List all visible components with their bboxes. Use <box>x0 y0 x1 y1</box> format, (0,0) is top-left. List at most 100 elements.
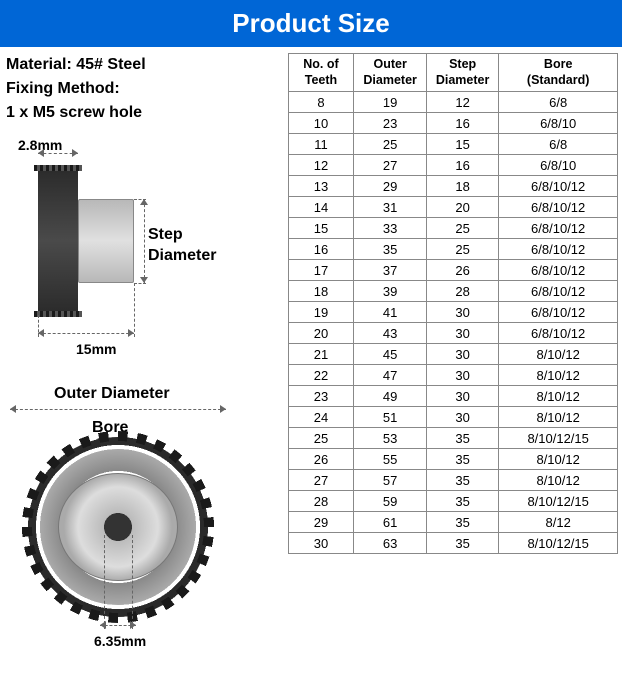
side-view-diagram: 2.8mm StepDiameter 15mm <box>6 137 284 367</box>
table-cell: 55 <box>354 449 426 470</box>
table-cell: 8/10/12 <box>499 470 618 491</box>
front-view-diagram: Outer Diameter Bore 6.35mm <box>6 385 284 655</box>
dim-arrow <box>140 199 148 205</box>
dim-arrow <box>38 329 44 337</box>
gear-front-icon <box>10 437 226 617</box>
table-cell: 8/10/12 <box>499 386 618 407</box>
pitch-label: 6.35mm <box>94 633 146 649</box>
table-row: 2145308/10/12 <box>288 344 617 365</box>
table-row: 2043306/8/10/12 <box>288 323 617 344</box>
table-cell: 8/12 <box>499 512 618 533</box>
table-cell: 6/8/10/12 <box>499 239 618 260</box>
table-cell: 10 <box>288 113 354 134</box>
table-cell: 6/8/10 <box>499 155 618 176</box>
total-width-label: 15mm <box>76 341 116 357</box>
table-row: 2961358/12 <box>288 512 617 533</box>
table-cell: 12 <box>426 92 498 113</box>
table-cell: 8/10/12/15 <box>499 533 618 554</box>
table-row: 3063358/10/12/15 <box>288 533 617 554</box>
table-cell: 49 <box>354 386 426 407</box>
table-cell: 11 <box>288 134 354 155</box>
table-cell: 30 <box>288 533 354 554</box>
table-row: 1329186/8/10/12 <box>288 176 617 197</box>
table-cell: 37 <box>354 260 426 281</box>
table-cell: 53 <box>354 428 426 449</box>
table-cell: 6/8 <box>499 92 618 113</box>
table-cell: 30 <box>426 365 498 386</box>
table-cell: 6/8/10/12 <box>499 302 618 323</box>
table-cell: 14 <box>288 197 354 218</box>
table-header-cell: Bore(Standard) <box>499 54 618 92</box>
gear-side-icon <box>38 167 78 315</box>
right-panel: No. ofTeethOuterDiameterStepDiameterBore… <box>288 53 618 655</box>
dim-arrow <box>128 329 134 337</box>
table-row: 1941306/8/10/12 <box>288 302 617 323</box>
table-cell: 16 <box>288 239 354 260</box>
dim-arrow <box>130 621 136 629</box>
table-cell: 41 <box>354 302 426 323</box>
table-cell: 17 <box>288 260 354 281</box>
table-cell: 24 <box>288 407 354 428</box>
table-cell: 6/8/10/12 <box>499 176 618 197</box>
table-cell: 27 <box>288 470 354 491</box>
table-cell: 26 <box>426 260 498 281</box>
table-cell: 8/10/12 <box>499 449 618 470</box>
table-cell: 25 <box>354 134 426 155</box>
table-cell: 19 <box>354 92 426 113</box>
table-row: 2349308/10/12 <box>288 386 617 407</box>
content: Material: 45# Steel Fixing Method: 1 x M… <box>0 47 622 659</box>
material-value: 45# Steel <box>76 56 145 73</box>
table-cell: 8/10/12/15 <box>499 491 618 512</box>
table-cell: 30 <box>426 323 498 344</box>
table-row: 1023166/8/10 <box>288 113 617 134</box>
table-cell: 25 <box>288 428 354 449</box>
left-panel: Material: 45# Steel Fixing Method: 1 x M… <box>6 53 288 655</box>
table-cell: 35 <box>426 533 498 554</box>
table-cell: 18 <box>426 176 498 197</box>
size-table: No. ofTeethOuterDiameterStepDiameterBore… <box>288 53 618 554</box>
table-row: 1125156/8 <box>288 134 617 155</box>
table-cell: 29 <box>288 512 354 533</box>
table-cell: 8/10/12 <box>499 365 618 386</box>
fixing-label: Fixing Method: <box>6 77 284 101</box>
table-cell: 30 <box>426 302 498 323</box>
table-cell: 57 <box>354 470 426 491</box>
table-cell: 61 <box>354 512 426 533</box>
dim-arrow <box>10 405 16 413</box>
table-row: 1737266/8/10/12 <box>288 260 617 281</box>
fixing-value: 1 x M5 screw hole <box>6 101 284 125</box>
table-cell: 35 <box>426 449 498 470</box>
table-cell: 31 <box>354 197 426 218</box>
table-row: 2553358/10/12/15 <box>288 428 617 449</box>
table-cell: 13 <box>288 176 354 197</box>
table-cell: 35 <box>426 512 498 533</box>
table-cell: 35 <box>426 428 498 449</box>
table-cell: 30 <box>426 344 498 365</box>
table-cell: 8/10/12 <box>499 407 618 428</box>
step-diameter-label: StepDiameter <box>148 225 216 267</box>
hub-side-icon <box>78 199 134 283</box>
table-cell: 47 <box>354 365 426 386</box>
dim-line <box>10 409 226 410</box>
table-cell: 63 <box>354 533 426 554</box>
table-cell: 27 <box>354 155 426 176</box>
table-cell: 12 <box>288 155 354 176</box>
dim-line <box>144 199 145 283</box>
table-cell: 28 <box>426 281 498 302</box>
dim-arrow <box>220 405 226 413</box>
hub-front-icon <box>58 473 178 581</box>
table-cell: 26 <box>288 449 354 470</box>
table-cell: 35 <box>426 491 498 512</box>
spec-block: Material: 45# Steel Fixing Method: 1 x M… <box>6 53 284 125</box>
table-cell: 20 <box>426 197 498 218</box>
table-cell: 35 <box>426 470 498 491</box>
table-cell: 6/8/10/12 <box>499 218 618 239</box>
table-cell: 45 <box>354 344 426 365</box>
dim-line <box>134 283 135 337</box>
dim-arrow <box>72 149 78 157</box>
table-cell: 35 <box>354 239 426 260</box>
table-cell: 6/8/10/12 <box>499 260 618 281</box>
table-cell: 59 <box>354 491 426 512</box>
table-cell: 28 <box>288 491 354 512</box>
table-header-cell: StepDiameter <box>426 54 498 92</box>
